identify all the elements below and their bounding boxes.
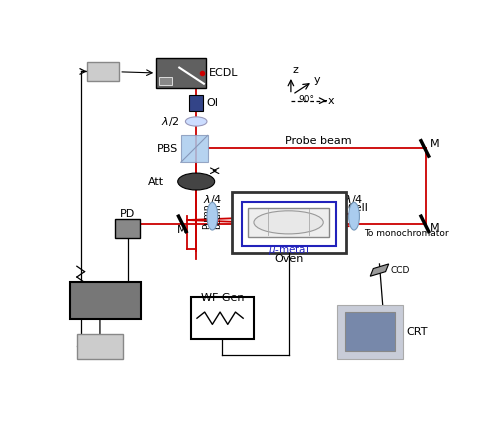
- Text: x: x: [328, 96, 334, 106]
- Text: LC: LC: [96, 67, 110, 77]
- Text: PC: PC: [92, 341, 107, 352]
- Text: Att: Att: [148, 176, 164, 187]
- Ellipse shape: [178, 173, 214, 190]
- Bar: [156, 58, 206, 88]
- Text: $\mu$-metal: $\mu$-metal: [268, 243, 309, 257]
- Text: 90°: 90°: [298, 95, 314, 104]
- Text: Probe beam: Probe beam: [284, 136, 351, 146]
- Ellipse shape: [348, 202, 360, 230]
- Bar: [232, 192, 345, 253]
- Bar: [191, 297, 254, 339]
- Ellipse shape: [207, 202, 218, 230]
- Bar: [181, 135, 208, 162]
- Ellipse shape: [254, 211, 323, 234]
- Text: $\lambda$/4: $\lambda$/4: [344, 193, 364, 206]
- Bar: [337, 305, 402, 359]
- Text: $\lambda$/4: $\lambda$/4: [202, 193, 222, 206]
- Bar: [70, 281, 141, 319]
- Text: CCD: CCD: [390, 265, 409, 275]
- Bar: [116, 219, 140, 238]
- Text: z: z: [292, 65, 298, 75]
- Bar: [159, 77, 172, 84]
- Text: M: M: [430, 139, 439, 149]
- Text: CRT: CRT: [406, 327, 428, 337]
- Text: Cell: Cell: [347, 203, 368, 213]
- Text: Oven: Oven: [274, 254, 304, 264]
- Bar: [87, 62, 119, 81]
- Ellipse shape: [186, 117, 207, 126]
- Text: OI: OI: [206, 98, 218, 108]
- Text: Oscilloscope: Oscilloscope: [72, 295, 138, 305]
- Text: WF Gen: WF Gen: [200, 293, 244, 303]
- Bar: [248, 208, 330, 237]
- Bar: [190, 95, 203, 111]
- Text: PD: PD: [120, 209, 136, 219]
- Polygon shape: [370, 264, 388, 276]
- Text: Pump
beam: Pump beam: [202, 203, 222, 229]
- Text: y: y: [314, 75, 320, 85]
- Bar: [242, 202, 336, 246]
- Text: M: M: [430, 223, 439, 233]
- Text: PBS: PBS: [156, 144, 178, 154]
- Text: $\lambda$/2: $\lambda$/2: [161, 115, 179, 128]
- Text: M: M: [176, 225, 186, 235]
- Bar: [345, 312, 395, 351]
- Text: ECDL: ECDL: [210, 68, 239, 78]
- Text: To monochromator: To monochromator: [364, 229, 448, 238]
- Bar: [77, 334, 123, 359]
